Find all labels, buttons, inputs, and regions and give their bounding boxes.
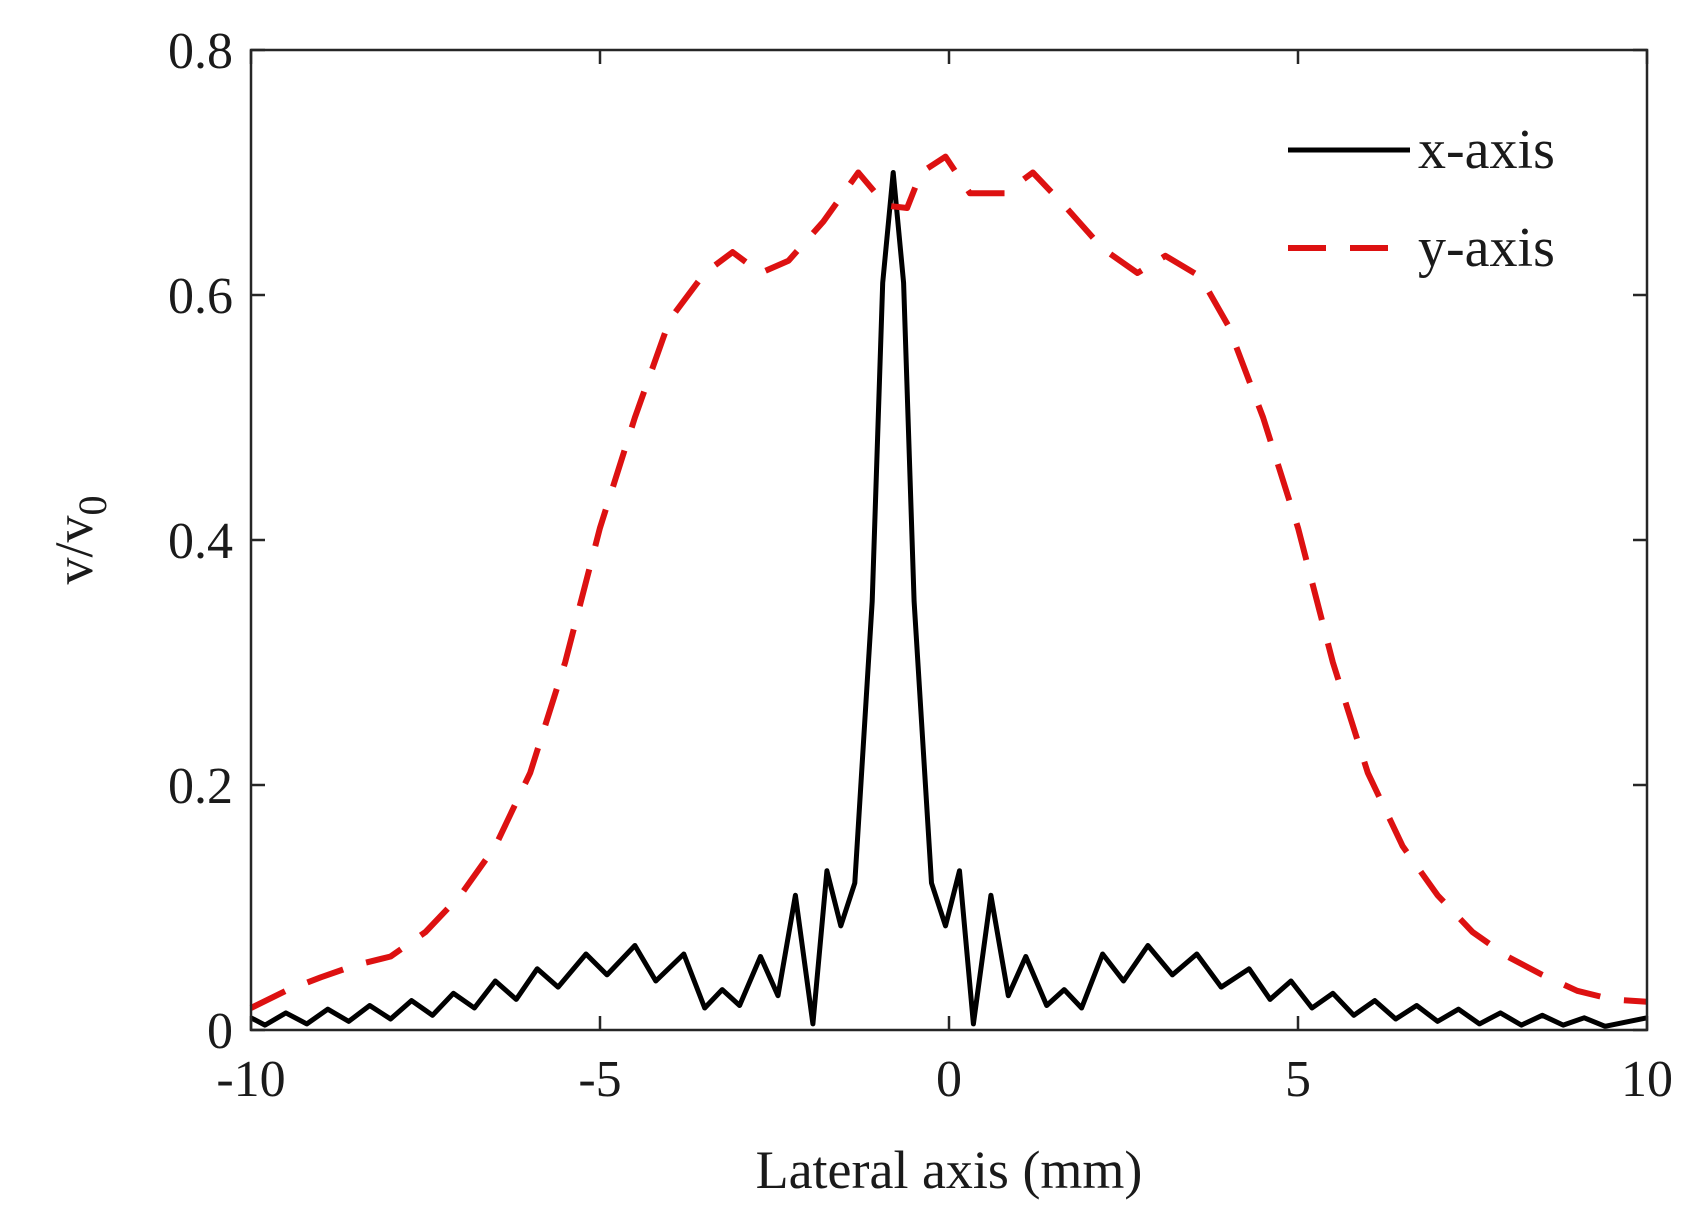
y-tick-label: 0.8 xyxy=(168,23,233,80)
y-axis-title-subscript: 0 xyxy=(70,495,115,515)
x-tick-label: -10 xyxy=(216,1051,285,1108)
y-tick-label: 0.2 xyxy=(168,758,233,815)
x-tick-label: 0 xyxy=(936,1051,962,1108)
legend-label-y-axis: y-axis xyxy=(1418,217,1555,279)
y-tick-label: 0.4 xyxy=(168,513,233,570)
x-axis-title: Lateral axis (mm) xyxy=(756,1140,1143,1200)
axis-ticks xyxy=(249,48,1649,1032)
series-line-y-axis xyxy=(249,153,1648,1011)
legend-label-x-axis: x-axis xyxy=(1418,119,1555,181)
svg-text:v/v0: v/v0 xyxy=(44,495,115,584)
y-tick-label: 0.6 xyxy=(168,268,233,325)
plot-frame xyxy=(249,48,1649,1032)
x-tick-labels: -10 -5 0 5 10 xyxy=(216,1051,1673,1108)
y-tick-labels: 0 0.2 0.4 0.6 0.8 xyxy=(168,23,233,1060)
y-axis-title-main: v/v xyxy=(44,515,104,584)
series-line-x-axis xyxy=(249,170,1648,1029)
plot-lines xyxy=(249,153,1648,1029)
x-tick-label: -5 xyxy=(578,1051,621,1108)
y-axis-title: v/v0 xyxy=(44,495,115,584)
legend: x-axis y-axis xyxy=(1288,119,1555,279)
x-tick-label: 10 xyxy=(1621,1051,1673,1108)
x-tick-label: 5 xyxy=(1285,1051,1311,1108)
y-tick-label: 0 xyxy=(207,1003,233,1060)
